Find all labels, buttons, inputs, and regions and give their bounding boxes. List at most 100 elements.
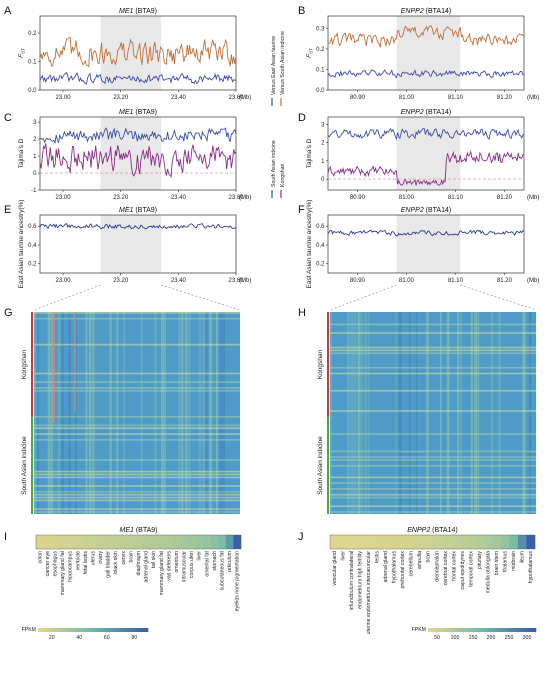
x-tick-label: 81.20 bbox=[497, 95, 513, 101]
expression-cell bbox=[381, 535, 390, 549]
colorbar-tick: 250 bbox=[505, 635, 514, 641]
genotype-row bbox=[330, 488, 536, 490]
x-tick-label: 81.00 bbox=[399, 95, 415, 101]
tissue-label: endometrium high fertility bbox=[357, 551, 363, 609]
tissue-label: stomach bbox=[212, 551, 218, 571]
genotype-column bbox=[347, 312, 351, 514]
tissue-label: liver bbox=[340, 551, 346, 561]
colorbar-segment bbox=[446, 628, 450, 632]
colorbar-segment bbox=[438, 628, 443, 632]
x-tick-label: 23.20 bbox=[113, 195, 129, 201]
x-unit-label: (Mb) bbox=[527, 195, 539, 201]
expression-cell bbox=[180, 535, 189, 549]
genotype-row bbox=[330, 459, 536, 461]
expression-cell bbox=[165, 535, 173, 549]
tissue-label: mammary gland fat bbox=[159, 550, 165, 595]
colorbar-segment bbox=[118, 628, 123, 632]
x-tick-label: 23.00 bbox=[56, 195, 72, 201]
expression-cell bbox=[441, 535, 450, 549]
genotype-row bbox=[330, 456, 536, 459]
expression-cell bbox=[338, 535, 348, 549]
expression-cell bbox=[398, 535, 408, 549]
genotype-column bbox=[354, 312, 357, 514]
genotype-column bbox=[446, 312, 450, 514]
series-line-1 bbox=[327, 229, 525, 237]
y-tick-label: 0.6 bbox=[316, 224, 325, 230]
panel-label-e: E bbox=[4, 204, 11, 216]
tissue-label: caput epididymis bbox=[460, 551, 466, 590]
genotype-column bbox=[198, 312, 202, 514]
x-unit-label: (Mb) bbox=[239, 195, 251, 201]
x-tick-label: 23.00 bbox=[56, 95, 72, 101]
genotype-row bbox=[34, 459, 240, 461]
tissue-label: reticulum bbox=[227, 551, 233, 572]
colorbar-tick: 300 bbox=[523, 635, 532, 641]
tissue-label: mammary gland fat bbox=[60, 550, 66, 595]
genotype-column bbox=[181, 312, 184, 514]
series-line-1 bbox=[327, 127, 525, 141]
expression-frame bbox=[35, 534, 242, 550]
expression-cell bbox=[364, 535, 373, 549]
expression-cell bbox=[509, 535, 519, 549]
colorbar-tick: 50 bbox=[434, 635, 440, 641]
colorbar-segment bbox=[100, 628, 105, 632]
expression-cell bbox=[423, 535, 433, 549]
expression-cell bbox=[458, 535, 467, 549]
colorbar-segment bbox=[52, 628, 57, 632]
expression-cell bbox=[43, 535, 52, 549]
expression-cell bbox=[449, 535, 459, 549]
expression-cell bbox=[134, 535, 143, 549]
series-line-1 bbox=[39, 127, 237, 145]
colorbar-segment bbox=[63, 628, 68, 632]
colorbar-segment bbox=[496, 628, 501, 632]
genotype-column bbox=[85, 312, 88, 514]
y-tick-label: 1 bbox=[321, 159, 325, 165]
genotype-column bbox=[37, 312, 39, 514]
x-tick-label: 81.20 bbox=[497, 195, 513, 201]
genotype-column bbox=[357, 312, 361, 514]
expression-cell bbox=[81, 535, 90, 549]
genotype-row bbox=[330, 511, 536, 513]
expression-cell bbox=[195, 535, 204, 549]
plot-frame bbox=[39, 116, 237, 191]
colorbar-segment bbox=[521, 628, 526, 632]
tissue-label: cancer eye bbox=[45, 551, 51, 576]
expression-cell bbox=[466, 535, 476, 549]
colorbar-segment bbox=[45, 628, 50, 632]
series-line-2 bbox=[39, 143, 237, 179]
expression-cell bbox=[492, 535, 502, 549]
colorbar-segment bbox=[453, 628, 458, 632]
tissue-label: uterus bbox=[90, 551, 96, 566]
expression-cell bbox=[517, 535, 527, 549]
colorbar-segment bbox=[514, 628, 519, 632]
genotype-column bbox=[116, 312, 119, 514]
colorbar-segment bbox=[82, 628, 86, 632]
y-tick-label: 0.4 bbox=[316, 243, 325, 249]
genotype-column bbox=[58, 312, 61, 514]
plot-frame bbox=[327, 116, 525, 191]
colorbar-segment bbox=[449, 628, 454, 632]
x-tick-label: 81.10 bbox=[448, 195, 464, 201]
y-tick-label: 0.2 bbox=[316, 47, 325, 53]
colorbar-segment bbox=[489, 628, 494, 632]
expression-cell bbox=[187, 535, 196, 549]
x-tick-label: 81.20 bbox=[497, 278, 513, 284]
series-line-1 bbox=[39, 71, 237, 85]
y-tick-label: 0.0 bbox=[28, 88, 37, 94]
legend-tajima: South Asian indicine Kongshan bbox=[271, 140, 286, 198]
group-label-kongshan: Kongshan bbox=[21, 350, 28, 380]
title-f: ENPP2 (BTA14) bbox=[401, 207, 451, 214]
tissue-label: testis bbox=[374, 551, 380, 564]
expression-cell bbox=[355, 535, 365, 549]
expression-cell bbox=[347, 535, 356, 549]
genotype-column bbox=[164, 312, 166, 514]
expression-cell bbox=[149, 535, 158, 549]
expression-cell bbox=[73, 535, 82, 549]
colorbar-tick: 20 bbox=[49, 635, 55, 641]
y-tick-label: 0.1 bbox=[316, 67, 325, 73]
colorbar-tick: 100 bbox=[451, 635, 460, 641]
genotype-column bbox=[477, 312, 480, 514]
genotype-column bbox=[109, 312, 112, 514]
colorbar-segment bbox=[528, 628, 533, 632]
expression-cell bbox=[526, 535, 536, 549]
